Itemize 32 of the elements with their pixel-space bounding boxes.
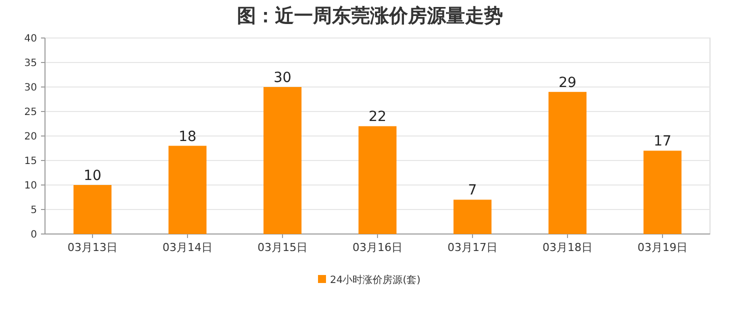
data-label: 17: [654, 134, 672, 150]
y-tick-label: 40: [24, 34, 37, 44]
bar: [548, 92, 586, 234]
x-tick-label: 03月16日: [352, 241, 402, 254]
x-tick-label: 03月13日: [68, 241, 118, 254]
data-label: 29: [558, 74, 576, 91]
data-label: 22: [368, 109, 386, 126]
data-label: 30: [274, 70, 292, 86]
bar: [644, 150, 682, 234]
x-tick-label: 03月18日: [542, 241, 592, 254]
x-tick-label: 03月14日: [162, 241, 212, 254]
bar: [454, 200, 492, 234]
y-tick-label: 25: [24, 107, 37, 118]
x-tick-label: 03月15日: [258, 241, 308, 254]
x-tick-label: 03月17日: [448, 241, 498, 254]
data-label: 18: [178, 128, 196, 145]
data-label: 10: [84, 168, 102, 184]
bar: [264, 87, 302, 234]
bar: [168, 146, 206, 234]
y-tick-label: 10: [24, 180, 37, 192]
bar: [74, 185, 112, 234]
data-label: 7: [468, 182, 477, 199]
legend-label: 24小时涨价房源(套): [330, 274, 421, 286]
y-tick-label: 15: [24, 156, 37, 167]
chart-title: 图：近一周东莞涨价房源量走势: [237, 5, 503, 27]
x-tick-label: 03月19日: [638, 241, 688, 254]
y-tick-label: 0: [30, 230, 37, 240]
y-tick-label: 35: [24, 58, 37, 69]
y-tick-label: 5: [30, 205, 37, 216]
bar: [358, 126, 396, 234]
y-tick-label: 30: [24, 82, 37, 94]
y-tick-label: 20: [24, 132, 37, 142]
